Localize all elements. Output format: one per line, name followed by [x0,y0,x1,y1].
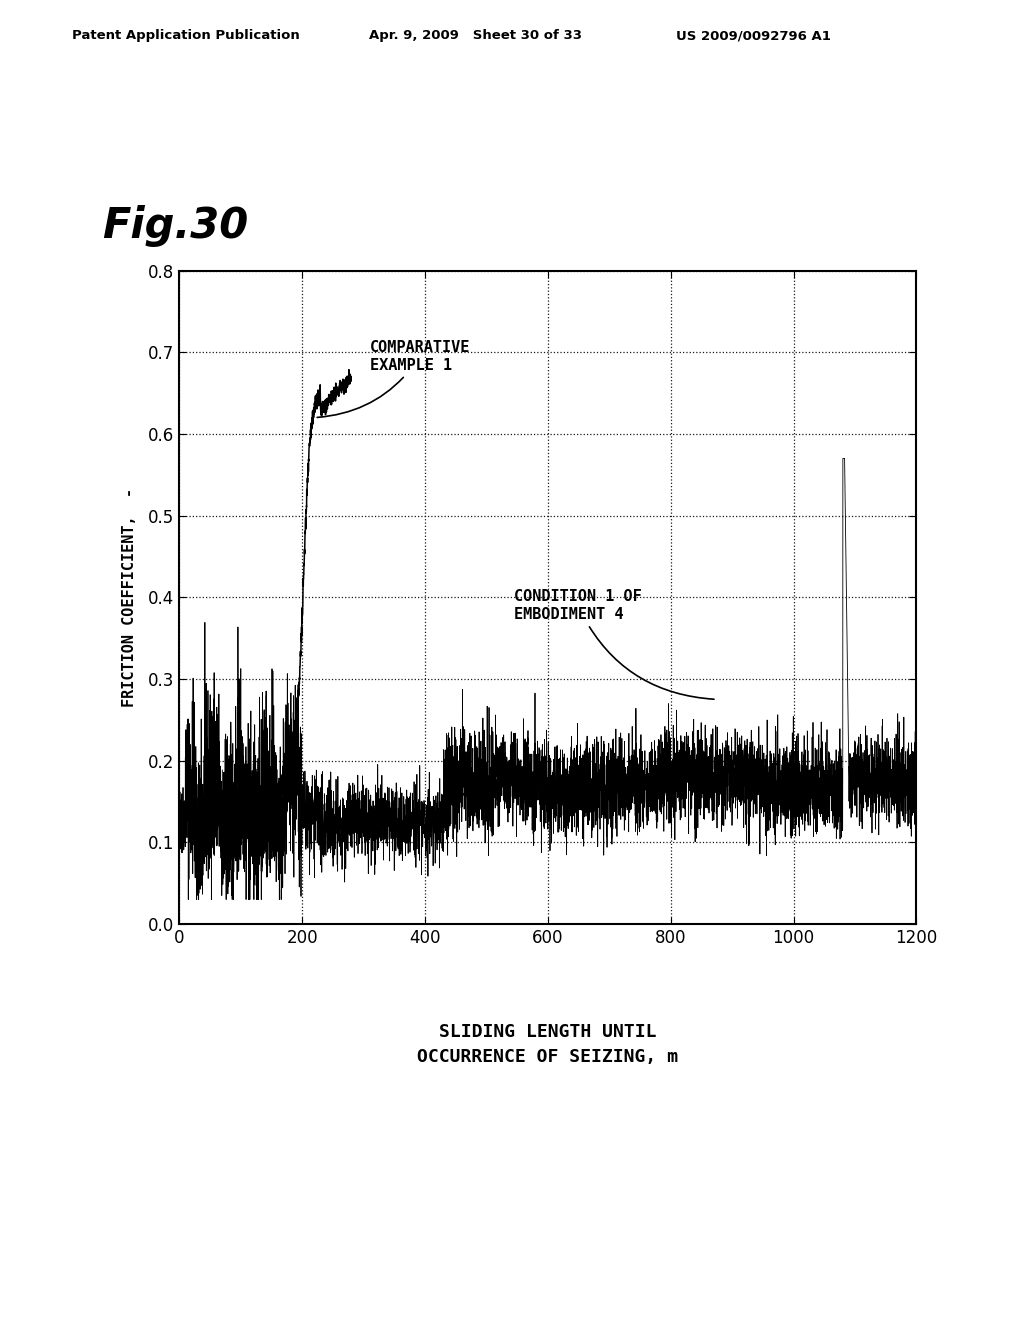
Text: CONDITION 1 OF
EMBODIMENT 4: CONDITION 1 OF EMBODIMENT 4 [514,589,714,700]
Text: SLIDING LENGTH UNTIL
OCCURRENCE OF SEIZING, m: SLIDING LENGTH UNTIL OCCURRENCE OF SEIZI… [418,1023,678,1067]
Y-axis label: FRICTION COEFFICIENT,  -: FRICTION COEFFICIENT, - [122,488,137,706]
Text: Fig.30: Fig.30 [102,205,249,247]
Text: US 2009/0092796 A1: US 2009/0092796 A1 [676,29,830,42]
Text: Patent Application Publication: Patent Application Publication [72,29,299,42]
Text: COMPARATIVE
EXAMPLE 1: COMPARATIVE EXAMPLE 1 [317,341,470,417]
Text: Apr. 9, 2009   Sheet 30 of 33: Apr. 9, 2009 Sheet 30 of 33 [369,29,582,42]
